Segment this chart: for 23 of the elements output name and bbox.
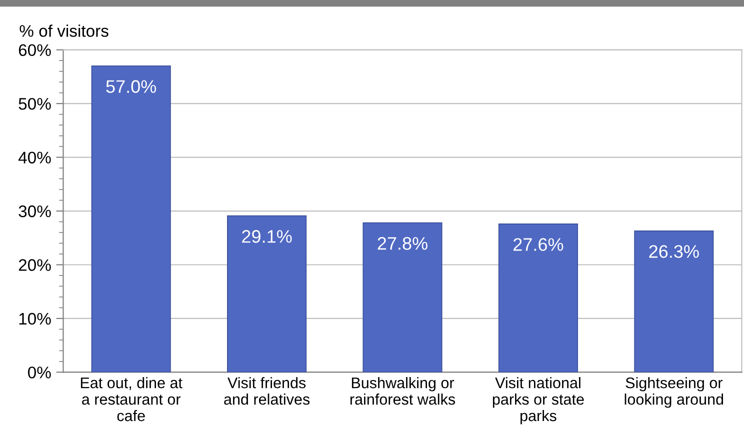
data-label: 57.0% — [106, 80, 156, 93]
bar — [227, 215, 307, 372]
x-tick-label: Eat out, dine at a restaurant or cafe — [80, 377, 182, 422]
bar — [498, 223, 578, 372]
y-tick-label: 40% — [18, 152, 51, 164]
y-tick-label: 50% — [18, 98, 51, 110]
y-tick-label: 30% — [18, 205, 51, 218]
data-label: 27.6% — [514, 238, 564, 251]
x-tick-label: Visit friends and relatives — [224, 377, 310, 405]
data-label: 27.8% — [378, 237, 428, 250]
x-tick-label: Visit national parks or state parks — [492, 377, 584, 424]
y-tick-label: 0% — [28, 366, 51, 378]
bar — [362, 222, 442, 372]
x-tick-label: Bushwalking or rainforest walks — [350, 377, 456, 405]
y-tick-label: 20% — [18, 259, 51, 271]
y-tick-label: 10% — [19, 312, 51, 325]
bar — [634, 230, 714, 372]
data-label: 26.3% — [649, 245, 699, 258]
y-axis-title: % of visitors — [20, 24, 108, 37]
data-label: 29.1% — [242, 230, 292, 243]
y-tick-label: 60% — [18, 44, 51, 56]
bar — [91, 66, 171, 372]
x-tick-label: Sightseeing or looking around — [624, 377, 724, 408]
